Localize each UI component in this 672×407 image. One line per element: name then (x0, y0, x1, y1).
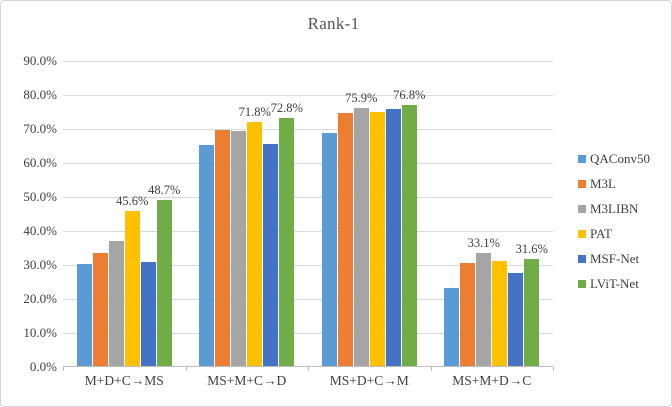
legend-swatch (578, 154, 586, 163)
gridline (63, 333, 553, 334)
x-axis-tick (308, 367, 309, 371)
x-ticks-layer (63, 61, 554, 371)
bar-QAConv50 (444, 288, 460, 366)
bar-group-3: 75.9% 76.8% (308, 61, 431, 366)
y-tick-label: 80.0% (23, 87, 57, 102)
plot-area: 45.6% 48.7% 71.8% 72.8% 75.9% 76.8% 33.1% 31.6% (63, 61, 554, 371)
legend-item-MSF-Net: MSF-Net (578, 251, 650, 266)
bar-M3L (215, 130, 231, 366)
y-tick-label: 10.0% (23, 325, 57, 340)
y-tick-label: 70.0% (23, 121, 57, 136)
x-axis-tick (430, 367, 432, 371)
bar-LViT-Net: 72.8% (271, 101, 303, 366)
bar-value-label: 45.6% (116, 193, 149, 208)
bar-PAT (369, 111, 385, 366)
bar-group-2: 71.8% 72.8% (186, 61, 309, 366)
bar-MSF-Net (140, 262, 156, 366)
bar-group-1: 45.6% 48.7% (63, 61, 186, 366)
y-tick-label: 60.0% (23, 155, 57, 170)
bar-PAT: 45.6% (116, 194, 148, 366)
bar-LViT-Net: 31.6% (516, 242, 548, 366)
y-tick-label: 20.0% (23, 291, 57, 306)
bar-value-label: 75.9% (345, 90, 378, 105)
bar-MSF-Net (263, 143, 279, 366)
legend-label: M3L (590, 175, 616, 191)
bar-LViT-Net: 48.7% (148, 183, 180, 366)
bar-M3LIBN: 33.1% (468, 236, 500, 366)
legend-swatch (578, 229, 586, 238)
bar-M3L (337, 112, 353, 366)
bar-M3L (460, 262, 476, 366)
bar-value-label: 31.6% (515, 241, 548, 256)
legend-item-M3LIBN: M3LIBN (578, 201, 650, 216)
bar-value-label: 76.8% (393, 87, 426, 102)
bar-MSF-Net (508, 272, 524, 366)
bar-MSF-Net (385, 109, 401, 366)
gridline (63, 299, 553, 300)
legend-item-LViT-Net: LViT-Net (578, 276, 650, 291)
y-tick-label: 50.0% (23, 189, 57, 204)
gridline (63, 95, 553, 96)
bar-value-label: 33.1% (467, 236, 500, 251)
gridline (63, 231, 553, 232)
bar-QAConv50 (321, 133, 337, 366)
legend-swatch (578, 279, 586, 288)
legend-item-M3L: M3L (578, 176, 650, 191)
bar-value-label: 48.7% (148, 183, 181, 198)
y-tick-label: 40.0% (23, 223, 57, 238)
category-label: MS+M+C→D (207, 373, 287, 388)
bar-QAConv50 (76, 264, 92, 366)
legend-swatch (578, 204, 586, 213)
gridline (63, 197, 553, 198)
y-tick-label: 30.0% (23, 257, 57, 272)
x-axis-labels: M+D+C→MS MS+M+C→D MS+D+C→M MS+M+D→C (63, 373, 553, 389)
bar-value-label: 72.8% (270, 101, 303, 116)
legend-swatch (578, 254, 586, 263)
bar-PAT (492, 260, 508, 366)
bar-M3LIBN (108, 240, 124, 366)
chart-title: Rank-1 (307, 14, 360, 33)
gridline (63, 129, 553, 130)
bar-group-4: 33.1% 31.6% (431, 61, 554, 366)
y-tick-label: 90.0% (23, 53, 57, 68)
x-axis-tick (63, 367, 64, 371)
bar-PAT: 71.8% (239, 105, 271, 366)
legend: QAConv50 M3L M3LIBN PAT MSF-Net LViT-Net (578, 151, 650, 301)
legend-item-QAConv50: QAConv50 (578, 151, 650, 166)
category-label: MS+D+C→M (329, 373, 409, 388)
gridline (63, 265, 553, 266)
bars-layer: 45.6% 48.7% 71.8% 72.8% 75.9% 76.8% 33.1% 31.6% (63, 61, 553, 366)
bar-value-label: 71.8% (238, 104, 271, 119)
bar-LViT-Net: 76.8% (393, 88, 425, 366)
category-label: MS+M+D→C (452, 373, 532, 388)
bar-M3LIBN: 75.9% (345, 91, 377, 366)
legend-item-PAT: PAT (578, 226, 650, 241)
gridline (63, 61, 553, 62)
legend-label: QAConv50 (590, 150, 650, 166)
legend-label: M3LIBN (590, 200, 639, 216)
legend-label: LViT-Net (590, 275, 639, 291)
legend-swatch (578, 179, 586, 188)
legend-label: PAT (590, 225, 612, 241)
legend-label: MSF-Net (590, 250, 640, 266)
x-axis-tick (553, 367, 554, 371)
gridline (63, 163, 553, 164)
bar-QAConv50 (199, 145, 215, 366)
bar-M3L (92, 253, 108, 366)
x-axis-tick (185, 367, 187, 371)
bar-M3LIBN (231, 131, 247, 366)
category-label: M+D+C→MS (84, 373, 164, 388)
y-tick-label: 0.0% (29, 359, 57, 374)
